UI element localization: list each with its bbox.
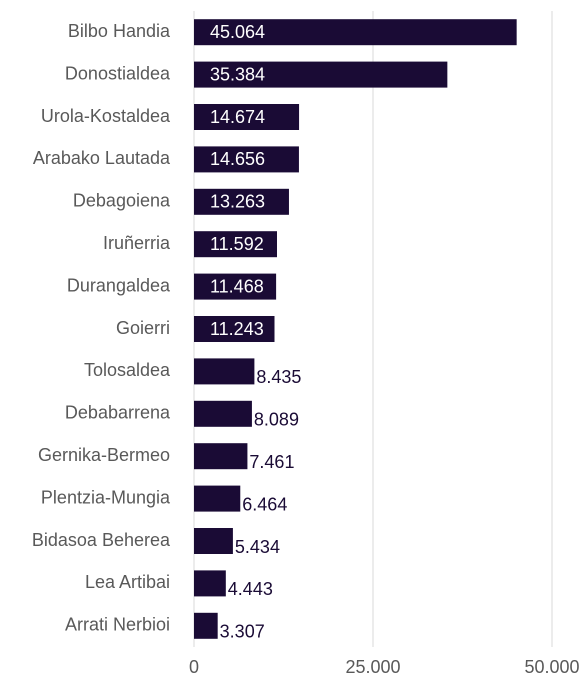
bar	[194, 612, 218, 639]
x-tick-label: 25.000	[345, 657, 400, 677]
bar	[194, 19, 517, 46]
bar	[194, 485, 241, 512]
bar	[194, 188, 289, 215]
y-tick-label: Arabako Lautada	[33, 148, 171, 168]
y-tick-label: Donostialdea	[65, 63, 171, 83]
value-label: 5.434	[235, 537, 280, 557]
value-label: 35.384	[210, 64, 265, 84]
bar	[194, 400, 252, 427]
value-label: 45.064	[210, 22, 265, 42]
bar	[194, 104, 300, 130]
y-tick-label: Arrati Nerbioi	[65, 615, 170, 635]
y-tick-label: Goierri	[116, 318, 170, 338]
y-tick-label: Urola-Kostaldea	[41, 106, 171, 126]
bar	[194, 570, 226, 597]
value-label: 4.443	[228, 579, 273, 599]
bar	[194, 528, 233, 554]
value-label: 7.461	[249, 452, 294, 472]
bar	[194, 443, 248, 470]
bar	[194, 61, 448, 88]
bar	[194, 231, 277, 258]
value-label: 11.592	[210, 234, 264, 254]
value-label: 11.468	[210, 276, 264, 296]
value-label: 14.656	[210, 149, 265, 169]
bar	[194, 146, 299, 173]
y-tick-label: Durangaldea	[67, 275, 171, 295]
bar	[194, 316, 275, 342]
value-label: 6.464	[242, 494, 287, 514]
y-tick-label: Debabarrena	[65, 403, 171, 423]
y-tick-label: Bidasoa Beherea	[32, 530, 171, 550]
y-tick-label: Gernika-Bermeo	[38, 445, 170, 465]
value-label: 8.089	[254, 410, 299, 430]
x-tick-label: 0	[189, 657, 199, 677]
value-label: 11.243	[210, 319, 264, 339]
bar	[194, 358, 255, 385]
y-tick-label: Bilbo Handia	[68, 21, 171, 41]
value-label: 14.674	[210, 107, 265, 127]
y-tick-label: Plentzia-Mungia	[41, 487, 171, 507]
value-label: 8.435	[256, 367, 301, 387]
value-label: 13.263	[210, 192, 265, 212]
bar	[194, 273, 277, 300]
y-tick-label: Iruñerria	[103, 233, 171, 253]
x-tick-label: 50.000	[524, 657, 579, 677]
y-tick-label: Debagoiena	[73, 191, 171, 211]
value-label: 3.307	[220, 622, 265, 642]
y-tick-label: Tolosaldea	[84, 360, 171, 380]
y-tick-label: Lea Artibai	[85, 572, 170, 592]
